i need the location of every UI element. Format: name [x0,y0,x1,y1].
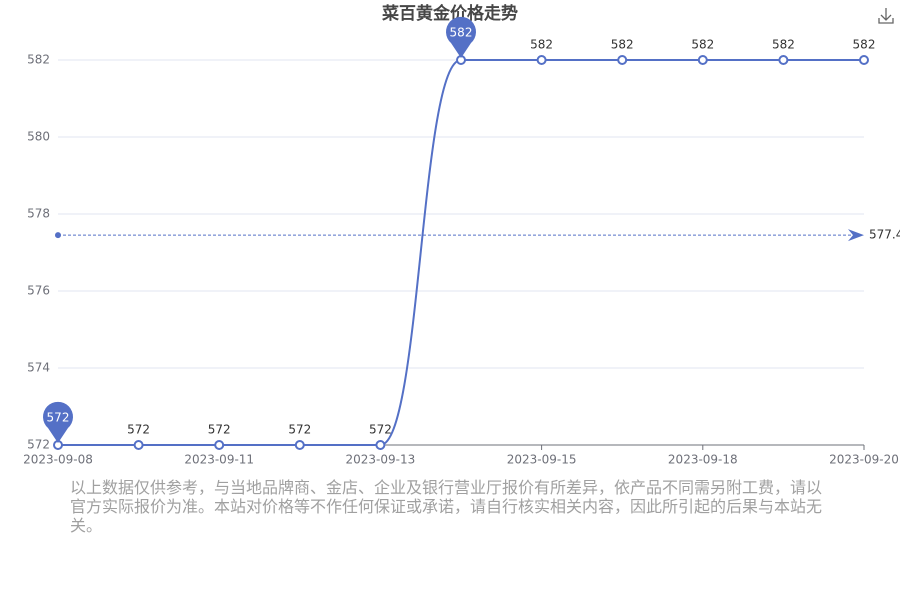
point [214,440,225,450]
x-tick-label: 2023-09-15 [507,453,577,467]
y-tick-label: 576 [27,284,50,298]
point [536,55,547,65]
data-label: 582 [530,38,553,52]
data-label: 582 [772,38,795,52]
x-tick-label: 2023-09-20 [829,453,899,467]
point [375,440,386,450]
y-tick-label: 580 [27,130,50,144]
data-label: 582 [853,38,876,52]
average-start [55,232,61,239]
data-label: 572 [369,423,392,437]
point [697,55,708,65]
point [617,55,628,65]
x-tick-label: 2023-09-13 [346,453,416,467]
pin-label: 582 [450,26,473,40]
line [58,58,864,447]
pin [446,16,476,58]
data-label: 572 [127,423,150,437]
disclaimer: 以上数据仅供参考，与当地品牌商、金店、企业及银行营业厅报价有所差异，依产品不同需… [70,478,823,535]
point [294,440,305,450]
x-tick-label: 2023-09-11 [184,453,254,467]
average-label: 577.45 [869,228,900,242]
pin-label: 572 [47,411,70,425]
data-label: 582 [611,38,634,52]
x-tick-label: 2023-09-18 [668,453,738,467]
y-tick-label: 578 [27,207,50,221]
data-label: 572 [208,423,231,437]
point [778,55,789,65]
average-arrow [848,229,864,242]
data-label: 572 [288,423,311,437]
point [859,55,869,65]
download-icon[interactable] [878,8,894,24]
x-tick-label: 2023-09-08 [23,453,93,467]
y-tick-label: 582 [27,53,50,67]
y-tick-label: 574 [27,361,50,375]
point [133,440,144,450]
pin [43,401,73,443]
y-tick-label: 572 [27,438,50,452]
chart-title: 菜百黄金价格走势 [381,3,518,24]
data-label: 582 [691,38,714,52]
